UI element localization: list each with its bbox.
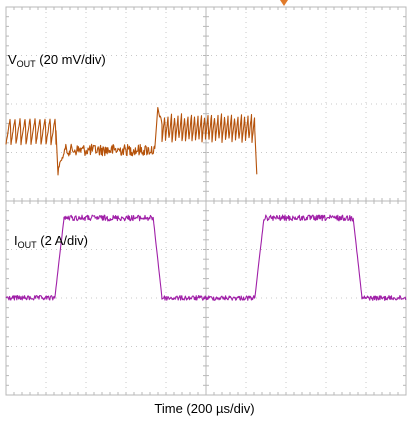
x-axis-label: Time (200 µs/div) bbox=[154, 401, 255, 416]
iout-trace bbox=[5, 214, 407, 301]
channel-labels: VOUT (20 mV/div) IOUT (2 A/div) bbox=[8, 52, 106, 250]
trigger-marker bbox=[280, 0, 288, 6]
vout-trace bbox=[5, 106, 258, 176]
vout-label: VOUT (20 mV/div) bbox=[8, 52, 106, 69]
waveform-traces bbox=[5, 106, 407, 301]
iout-label: IOUT (2 A/div) bbox=[14, 233, 88, 250]
